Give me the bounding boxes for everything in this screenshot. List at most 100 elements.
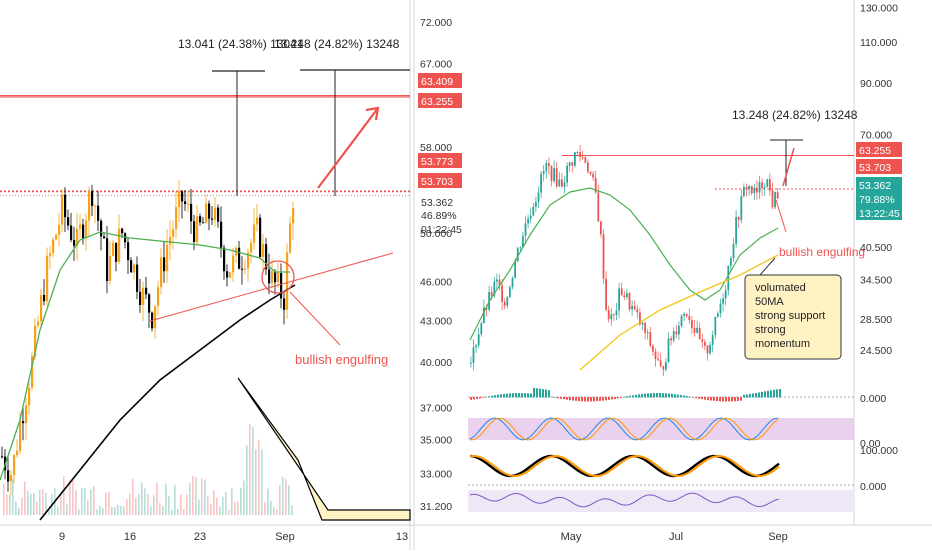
- right-candle-body[interactable]: [701, 339, 704, 342]
- right-candle-body[interactable]: [722, 298, 724, 304]
- right-candle-body[interactable]: [501, 285, 503, 302]
- right-candle-body[interactable]: [665, 362, 667, 370]
- candle-body[interactable]: [43, 295, 46, 302]
- right-candle-body[interactable]: [550, 166, 553, 182]
- candle-body[interactable]: [139, 291, 142, 305]
- candle-body[interactable]: [250, 242, 253, 253]
- right-candle-body[interactable]: [732, 244, 735, 259]
- candle-body[interactable]: [211, 218, 214, 220]
- right-candle-body[interactable]: [498, 279, 501, 286]
- right-candle-body[interactable]: [756, 187, 758, 193]
- right-candle-body[interactable]: [480, 323, 483, 335]
- right-candle-body[interactable]: [636, 309, 639, 313]
- candle-body[interactable]: [175, 207, 178, 230]
- candle-body[interactable]: [247, 252, 250, 269]
- right-candle-body[interactable]: [711, 334, 714, 345]
- candle-body[interactable]: [163, 257, 166, 272]
- right-candle-body[interactable]: [571, 162, 574, 166]
- candle-body[interactable]: [70, 225, 73, 240]
- right-candle-body[interactable]: [670, 338, 672, 341]
- candle-body[interactable]: [58, 224, 61, 235]
- candle-body[interactable]: [115, 242, 118, 262]
- candle-body[interactable]: [127, 242, 130, 261]
- right-candle-body[interactable]: [717, 313, 719, 317]
- candle-body[interactable]: [286, 252, 289, 310]
- candle-body[interactable]: [169, 236, 172, 245]
- right-candle-body[interactable]: [589, 171, 592, 174]
- right-candle-body[interactable]: [509, 287, 511, 298]
- right-candle-body[interactable]: [685, 313, 688, 317]
- candle-body[interactable]: [82, 224, 85, 239]
- candle-body[interactable]: [121, 228, 124, 234]
- candle-body[interactable]: [100, 220, 103, 237]
- candle-body[interactable]: [190, 203, 193, 222]
- candle-body[interactable]: [46, 255, 49, 302]
- candle-body[interactable]: [229, 272, 232, 278]
- right-candle-body[interactable]: [628, 293, 631, 310]
- candle-body[interactable]: [118, 228, 121, 262]
- candle-body[interactable]: [253, 224, 256, 243]
- candle-body[interactable]: [106, 238, 109, 281]
- right-candle-body[interactable]: [566, 165, 568, 183]
- right-candle-body[interactable]: [600, 221, 602, 235]
- candle-body[interactable]: [268, 269, 271, 284]
- candle-body[interactable]: [142, 287, 145, 305]
- candle-body[interactable]: [184, 201, 187, 205]
- candle-body[interactable]: [55, 234, 58, 240]
- candle-body[interactable]: [292, 207, 295, 224]
- right-candle-body[interactable]: [527, 218, 529, 224]
- right-candle-body[interactable]: [540, 173, 542, 193]
- candle-body[interactable]: [40, 295, 43, 322]
- candle-body[interactable]: [271, 271, 274, 284]
- right-candle-body[interactable]: [529, 215, 532, 219]
- candle-body[interactable]: [145, 287, 148, 295]
- candle-body[interactable]: [244, 268, 247, 270]
- candle-body[interactable]: [10, 474, 13, 482]
- candle-body[interactable]: [94, 205, 97, 207]
- right-candle-body[interactable]: [548, 163, 550, 167]
- candle-body[interactable]: [34, 325, 37, 357]
- right-candle-body[interactable]: [514, 261, 516, 278]
- right-candle-body[interactable]: [737, 217, 740, 221]
- right-candle-body[interactable]: [709, 344, 711, 354]
- right-candle-body[interactable]: [750, 185, 753, 194]
- candle-body[interactable]: [25, 405, 28, 424]
- right-candle-body[interactable]: [477, 334, 480, 346]
- right-candle-body[interactable]: [532, 206, 535, 216]
- right-candle-body[interactable]: [743, 187, 745, 197]
- candle-body[interactable]: [85, 220, 88, 239]
- candle-body[interactable]: [154, 306, 157, 329]
- candle-body[interactable]: [61, 194, 64, 225]
- right-candle-body[interactable]: [535, 201, 537, 207]
- right-candle-body[interactable]: [652, 345, 654, 352]
- right-candle-body[interactable]: [493, 281, 496, 296]
- candle-body[interactable]: [160, 257, 163, 288]
- candle-body[interactable]: [256, 217, 259, 225]
- right-candle-body[interactable]: [613, 314, 615, 316]
- right-candle-body[interactable]: [761, 182, 763, 189]
- candle-body[interactable]: [259, 217, 262, 257]
- right-candle-body[interactable]: [553, 168, 555, 182]
- right-candle-body[interactable]: [758, 182, 761, 193]
- candle-body[interactable]: [181, 191, 184, 202]
- right-candle-body[interactable]: [594, 177, 597, 193]
- right-candle-body[interactable]: [626, 293, 628, 298]
- right-candle-body[interactable]: [714, 316, 717, 335]
- right-candle-body[interactable]: [516, 248, 519, 262]
- right-candle-body[interactable]: [503, 301, 506, 306]
- right-candle-body[interactable]: [745, 187, 748, 190]
- right-candle-body[interactable]: [475, 345, 477, 348]
- right-candle-body[interactable]: [568, 162, 571, 166]
- right-candle-body[interactable]: [748, 185, 750, 190]
- candle-body[interactable]: [223, 247, 226, 272]
- right-candle-body[interactable]: [771, 190, 774, 208]
- candle-body[interactable]: [16, 450, 19, 456]
- right-candle-body[interactable]: [704, 341, 706, 346]
- right-candle-body[interactable]: [496, 279, 498, 282]
- right-candle-body[interactable]: [597, 192, 600, 222]
- candle-body[interactable]: [7, 470, 10, 482]
- candle-body[interactable]: [103, 236, 106, 239]
- right-candle-body[interactable]: [579, 152, 581, 157]
- candle-body[interactable]: [208, 203, 211, 219]
- candle-body[interactable]: [136, 264, 139, 292]
